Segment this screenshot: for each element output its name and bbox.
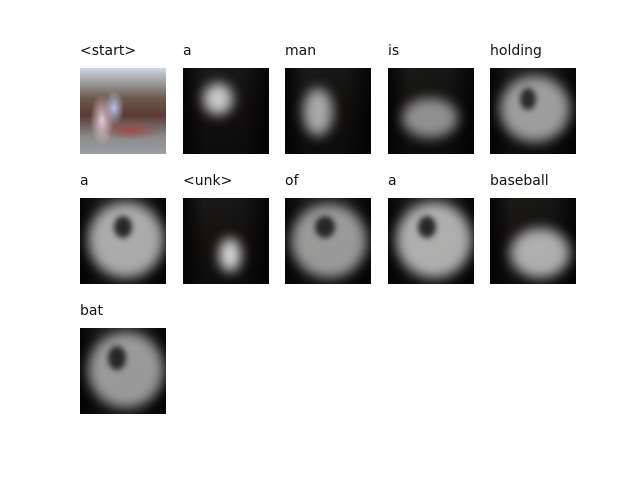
caption-word: is: [388, 43, 400, 59]
attention-map: [490, 68, 576, 154]
attention-map: [285, 68, 371, 154]
caption-word: baseball: [490, 173, 549, 189]
attention-map: [388, 198, 474, 284]
caption-word: a: [388, 173, 397, 189]
caption-word: <unk>: [183, 173, 233, 189]
source-image: [80, 68, 166, 154]
caption-word: a: [80, 173, 89, 189]
caption-word: holding: [490, 43, 542, 59]
attention-map: [285, 198, 371, 284]
caption-word: man: [285, 43, 317, 59]
caption-word: of: [285, 173, 299, 189]
caption-word: a: [183, 43, 192, 59]
attention-map: [183, 68, 269, 154]
attention-map: [80, 328, 166, 414]
attention-map: [490, 198, 576, 284]
attention-map: [388, 68, 474, 154]
attention-map: [80, 198, 166, 284]
caption-word: <start>: [80, 43, 137, 59]
caption-word: bat: [80, 303, 103, 319]
attention-map: [183, 198, 269, 284]
